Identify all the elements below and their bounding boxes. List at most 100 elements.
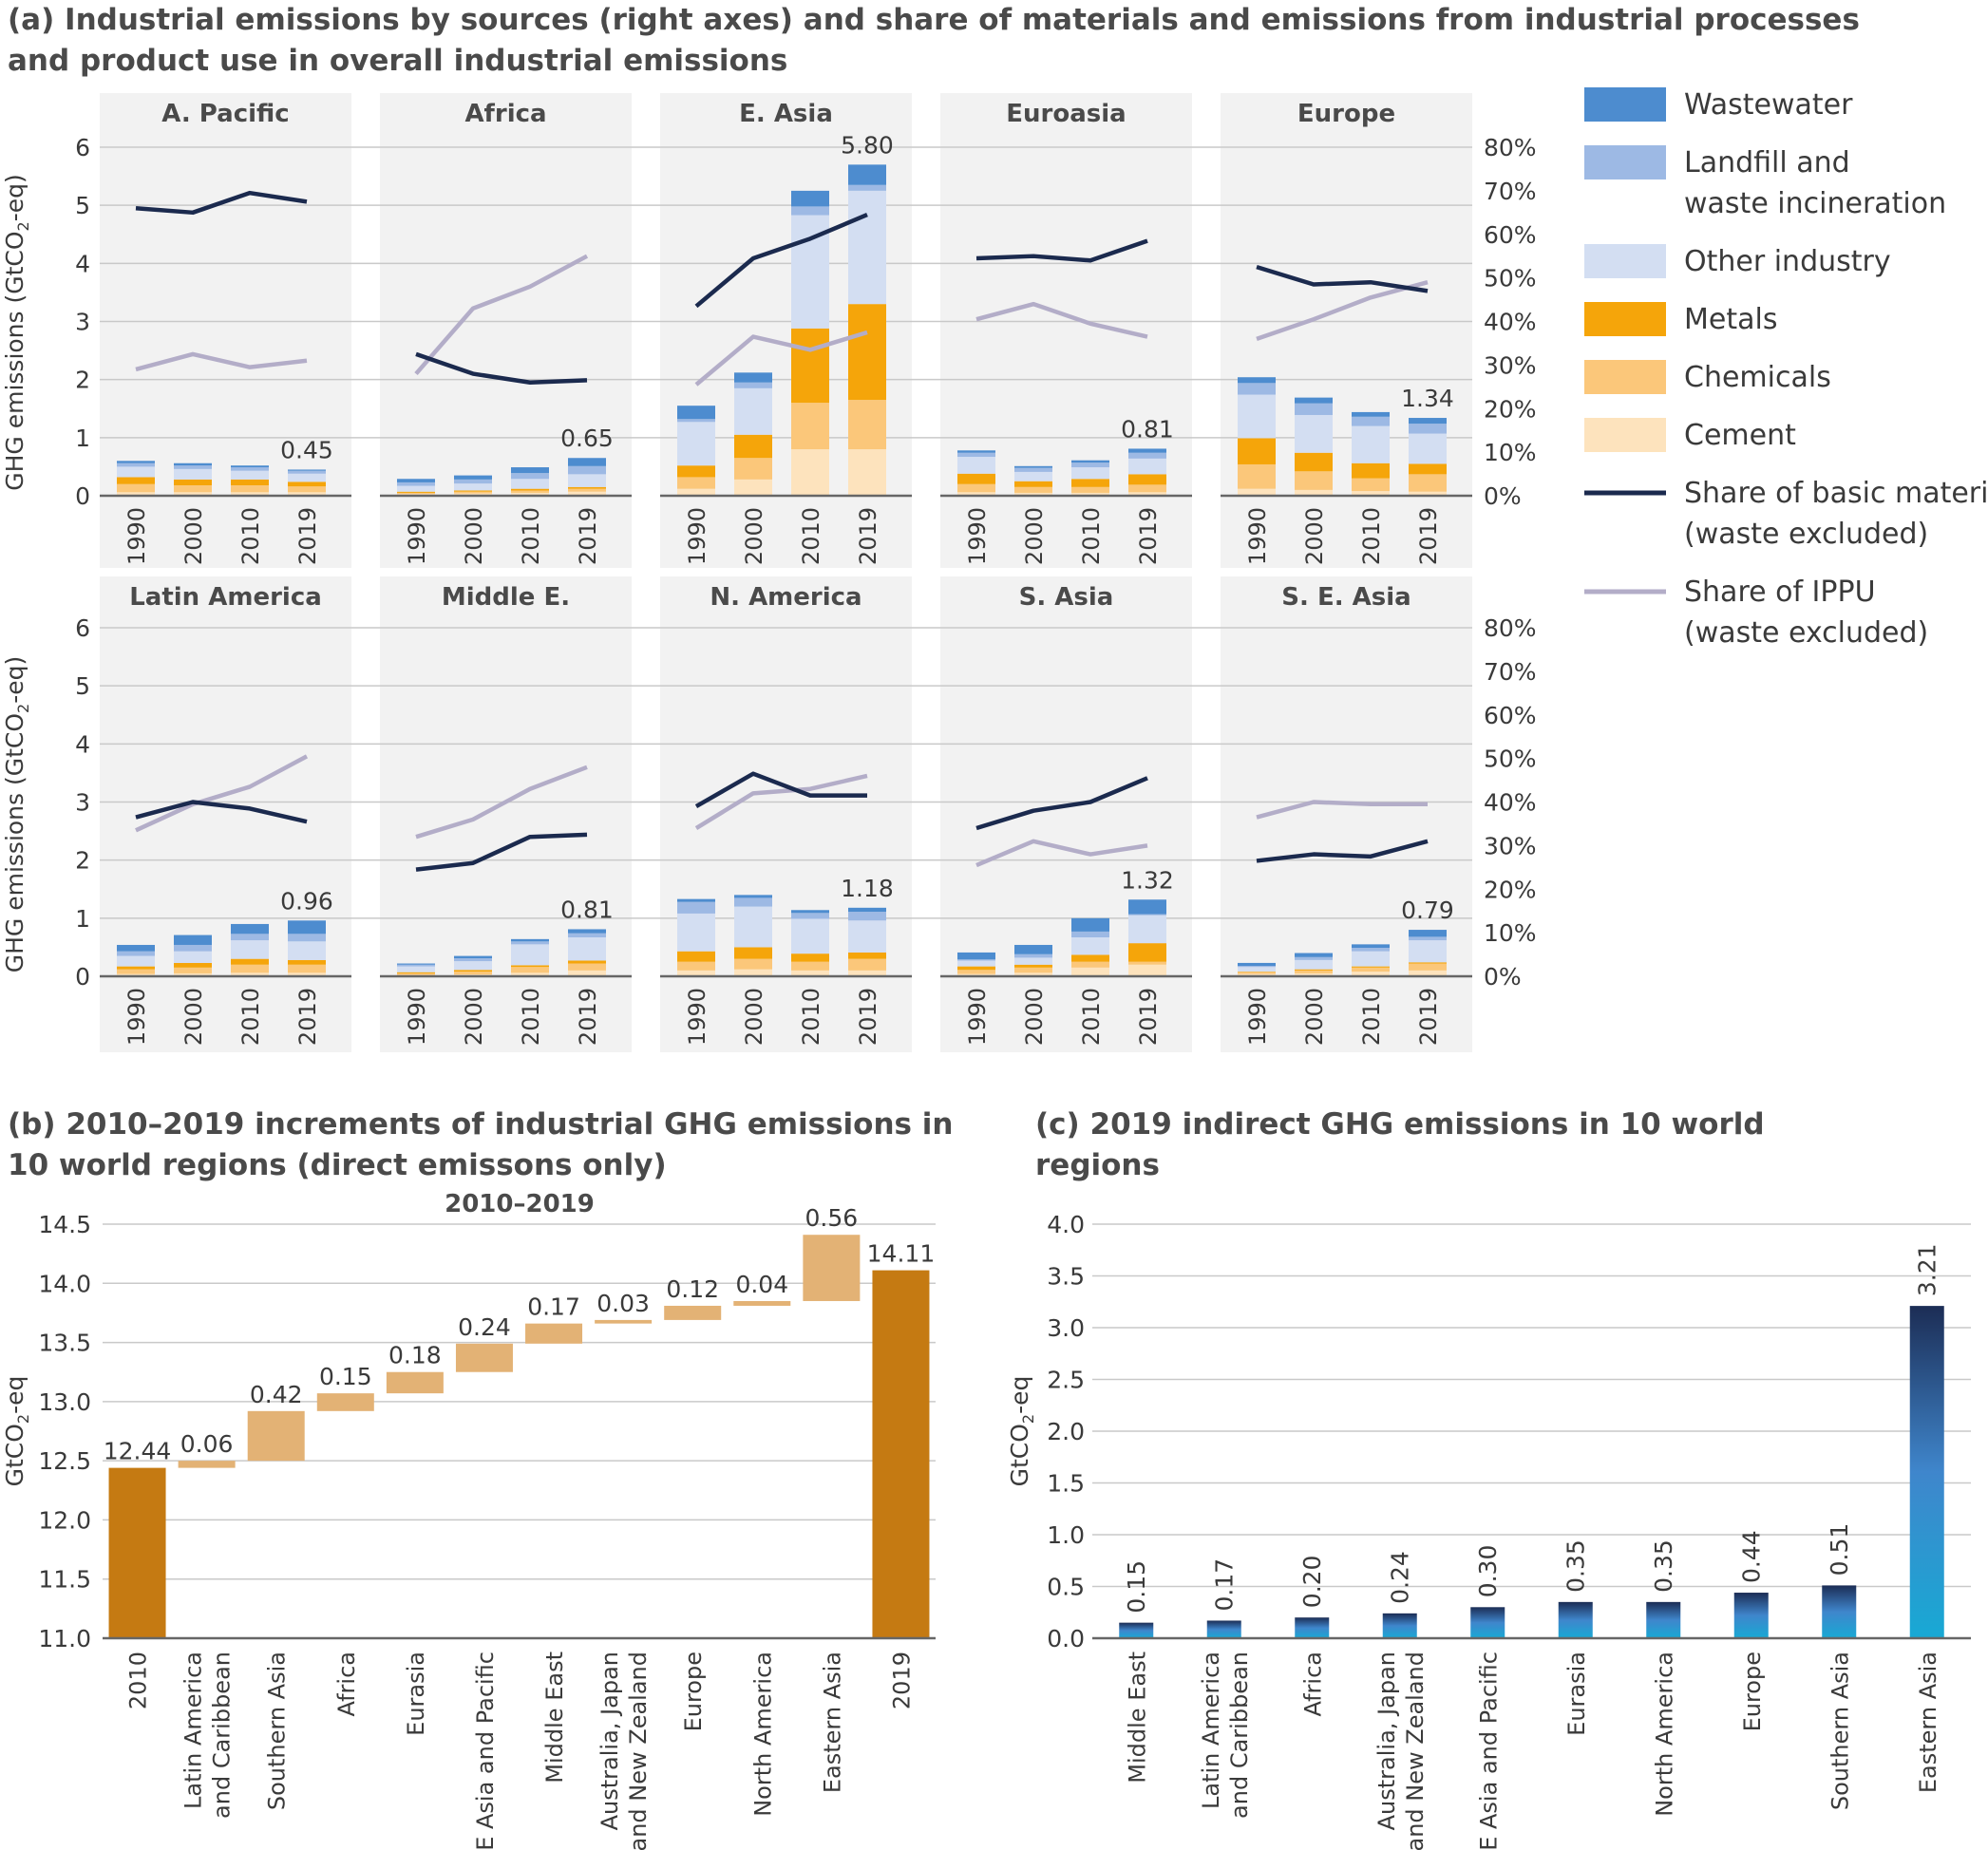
waterfall-value-label: 0.03 — [596, 1290, 650, 1317]
bar-s-asia-2010-metals — [1071, 954, 1109, 962]
x-tick-label: 2000 — [1301, 988, 1328, 1046]
bar-s-e-asia-2000-other-industry — [1295, 959, 1333, 970]
bar-euroasia-2010-cement — [1071, 492, 1109, 496]
x-tick-label: North America — [749, 1652, 776, 1817]
bar-euroasia-2019-cement — [1128, 492, 1166, 496]
bar-n-america-2019-other-industry — [848, 920, 886, 953]
bar-middle-e-2019-other-industry — [568, 937, 606, 961]
x-tick-label: 2019 — [1415, 988, 1442, 1046]
y-tick-label: 2.5 — [1047, 1367, 1085, 1394]
x-tick-label: Middle East — [1124, 1652, 1150, 1784]
bar-a-pacific-2019-other-industry — [288, 473, 326, 482]
left-tick-label: 2 — [75, 847, 90, 875]
bar-middle-e-1990-landfill — [397, 964, 435, 967]
indirect-bar-latin-america-and-caribbean — [1206, 1620, 1241, 1638]
line-share-ippu-euroasia — [975, 301, 1148, 339]
bar-latin-america-1990-wastewater — [117, 944, 155, 952]
right-tick-label: 50% — [1484, 265, 1537, 293]
bar-euroasia-2000-metals — [1014, 481, 1052, 487]
bar-n-america-2000-metals — [734, 947, 772, 959]
bar-e-asia-2019-metals — [848, 304, 886, 401]
bar-s-asia-2010-other-industry — [1071, 937, 1109, 955]
line-share-basic-middle-e — [415, 832, 588, 872]
bar-europe-2010-metals — [1352, 462, 1390, 479]
bar-a-pacific-2019-metals — [288, 481, 326, 487]
y-tick-label: 11.5 — [38, 1566, 91, 1594]
bar-europe-1990-chemicals — [1238, 463, 1276, 489]
bar-africa-2019-metals — [568, 486, 606, 489]
bar-n-america-2000-chemicals — [734, 958, 772, 970]
bar-africa-2000-metals — [454, 490, 492, 492]
bar-s-asia-1990-landfill — [957, 959, 995, 961]
bar-europe-1990-metals — [1238, 438, 1276, 464]
bar-africa-1990-other-industry — [397, 485, 435, 492]
bar-n-america-2010-landfill — [791, 913, 829, 919]
bar-euroasia-2010-wastewater — [1071, 460, 1109, 463]
panel-title-s-e-asia: S. E. Asia — [1281, 583, 1411, 612]
x-tick-label: 2000 — [180, 988, 207, 1046]
bar-a-pacific-1990-chemicals — [117, 483, 155, 493]
bar-a-pacific-2000-wastewater — [174, 462, 212, 466]
bar-africa-2019-landfill — [568, 465, 606, 475]
indirect-value-label: 0.24 — [1387, 1551, 1414, 1604]
bar-n-america-1990-cement — [677, 970, 715, 976]
waterfall-subtitle: 2010–2019 — [445, 1190, 595, 1218]
bar-s-asia-2010-cement — [1071, 967, 1109, 976]
bar-euroasia-2019-landfill — [1128, 452, 1166, 459]
bar-s-asia-2010-landfill — [1071, 931, 1109, 938]
bar-a-pacific-2000-other-industry — [174, 468, 212, 480]
bar-s-asia-1990-other-industry — [957, 960, 995, 967]
right-tick-label: 60% — [1484, 702, 1537, 729]
bar-a-pacific-2000-metals — [174, 479, 212, 485]
indirect-value-label: 0.17 — [1211, 1558, 1239, 1612]
x-tick-label: 2019 — [855, 988, 881, 1046]
y-tick-label: 12.5 — [38, 1447, 91, 1475]
bar-s-asia-2000-other-industry — [1014, 957, 1052, 965]
bar-s-e-asia-2010-wastewater — [1352, 944, 1390, 949]
y-axis-label: GHG emissions (GtCO2-eq) — [1, 656, 32, 973]
bar-europe-1990-other-industry — [1238, 394, 1276, 439]
bar-s-asia-2019-other-industry — [1128, 915, 1166, 944]
value-label-latin-america-2019: 0.96 — [280, 887, 333, 915]
bar-europe-1990-cement — [1238, 488, 1276, 496]
bar-s-e-asia-2019-chemicals — [1409, 963, 1447, 971]
bar-euroasia-2010-other-industry — [1071, 467, 1109, 480]
bar-a-pacific-2019-cement — [288, 492, 326, 496]
bar-a-pacific-2010-wastewater — [231, 465, 269, 468]
x-tick-label: 2000 — [180, 507, 207, 565]
x-tick-label: 2000 — [741, 988, 767, 1046]
indirect-value-label: 0.20 — [1298, 1556, 1326, 1609]
bar-europe-2019-landfill — [1409, 424, 1447, 434]
x-tick-label: S-E Asia and Pacific — [1475, 1652, 1502, 1850]
x-tick-label: Eastern Asia — [1915, 1652, 1941, 1793]
bar-latin-america-2010-metals — [231, 958, 269, 965]
bar-latin-america-1990-chemicals — [117, 969, 155, 974]
bar-europe-2000-other-industry — [1295, 414, 1333, 453]
bar-e-asia-2019-wastewater — [848, 164, 886, 185]
bar-a-pacific-2010-landfill — [231, 467, 269, 471]
bar-e-asia-2010-metals — [791, 328, 829, 404]
bar-s-e-asia-2000-chemicals — [1295, 970, 1333, 973]
bar-euroasia-2019-chemicals — [1128, 484, 1166, 493]
panel-title-euroasia: Euroasia — [1006, 100, 1126, 128]
bar-latin-america-2010-chemicals — [231, 964, 269, 973]
bar-n-america-2019-cement — [848, 970, 886, 976]
bar-europe-2000-wastewater — [1295, 397, 1333, 404]
right-tick-label: 20% — [1484, 395, 1537, 423]
x-tick-label: North America — [1651, 1652, 1677, 1817]
x-tick-label: Europe — [1739, 1652, 1766, 1731]
x-tick-label: 2000 — [1021, 507, 1048, 565]
right-tick-label: 40% — [1484, 789, 1537, 817]
bar-e-asia-1990-other-industry — [677, 422, 715, 466]
bar-s-e-asia-2019-wastewater — [1409, 930, 1447, 937]
right-tick-label: 0% — [1484, 963, 1522, 991]
legend-swatch-chemicals — [1584, 360, 1666, 394]
bar-euroasia-1990-landfill — [957, 452, 995, 458]
legend-swatch-metals — [1584, 302, 1666, 336]
bar-a-pacific-2000-landfill — [174, 465, 212, 469]
bar-n-america-1990-metals — [677, 951, 715, 962]
line-share-ippu-s-e-asia — [1256, 800, 1428, 820]
bar-latin-america-2019-landfill — [288, 934, 326, 942]
bar-latin-america-2000-cement — [174, 972, 212, 976]
y-tick-label: 14.0 — [38, 1270, 91, 1297]
